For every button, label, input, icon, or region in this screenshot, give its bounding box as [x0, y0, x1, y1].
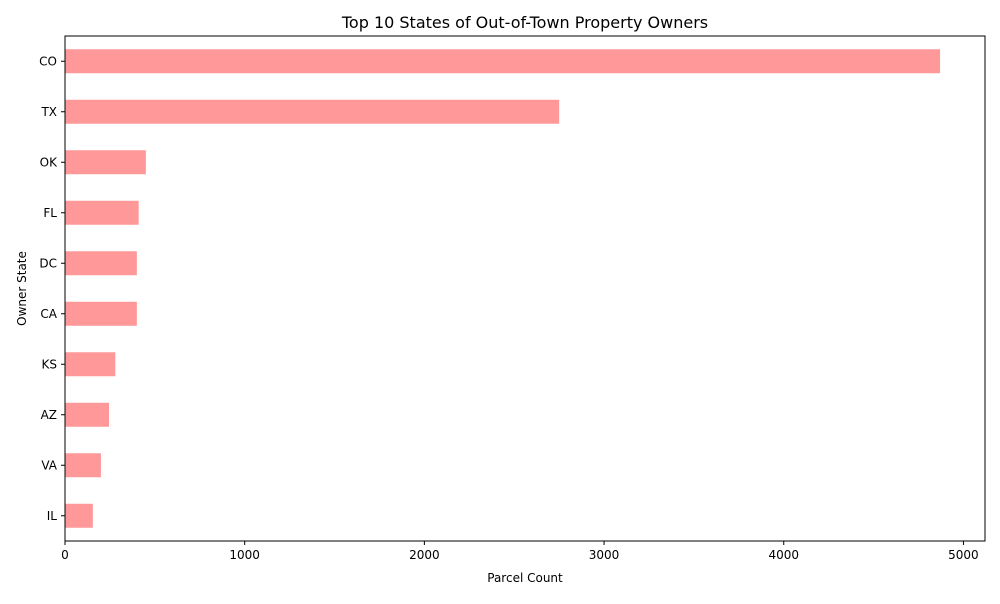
x-tick-label: 4000: [768, 548, 799, 562]
axes-frame: [64, 35, 986, 542]
y-tick-label: CO: [39, 54, 57, 68]
chart-title: Top 10 States of Out-of-Town Property Ow…: [341, 13, 708, 32]
bar-az: [65, 402, 110, 427]
y-axis-ticks: CO TX OK FL DC CA KS AZ VA IL: [39, 54, 65, 523]
y-axis-label: Owner State: [15, 251, 29, 326]
bar-ok: [65, 150, 146, 175]
x-tick-label: 0: [61, 548, 69, 562]
bar-tx: [65, 99, 560, 124]
x-axis-ticks: 0 1000 2000 3000 4000 5000: [61, 541, 979, 562]
bar-co: [65, 49, 941, 74]
bar-ca: [65, 301, 137, 326]
y-tick-label: VA: [41, 458, 57, 472]
bar-va: [65, 453, 101, 478]
y-tick-label: AZ: [41, 408, 57, 422]
y-tick-label: OK: [40, 155, 58, 169]
plot-frame: [64, 35, 986, 542]
bars-group: [65, 49, 941, 528]
y-tick-label: KS: [42, 357, 58, 371]
bar-fl: [65, 200, 139, 225]
bar-il: [65, 503, 93, 528]
x-tick-label: 5000: [948, 548, 979, 562]
y-tick-label: DC: [39, 256, 57, 270]
y-tick-label: TX: [40, 105, 57, 119]
x-tick-label: 2000: [409, 548, 440, 562]
y-tick-label: FL: [43, 206, 57, 220]
y-tick-label: CA: [40, 307, 57, 321]
bar-ks: [65, 352, 116, 377]
x-tick-label: 1000: [229, 548, 260, 562]
y-tick-label: IL: [47, 509, 58, 523]
bar-dc: [65, 251, 137, 276]
x-axis-label: Parcel Count: [487, 571, 563, 585]
x-tick-label: 3000: [589, 548, 620, 562]
